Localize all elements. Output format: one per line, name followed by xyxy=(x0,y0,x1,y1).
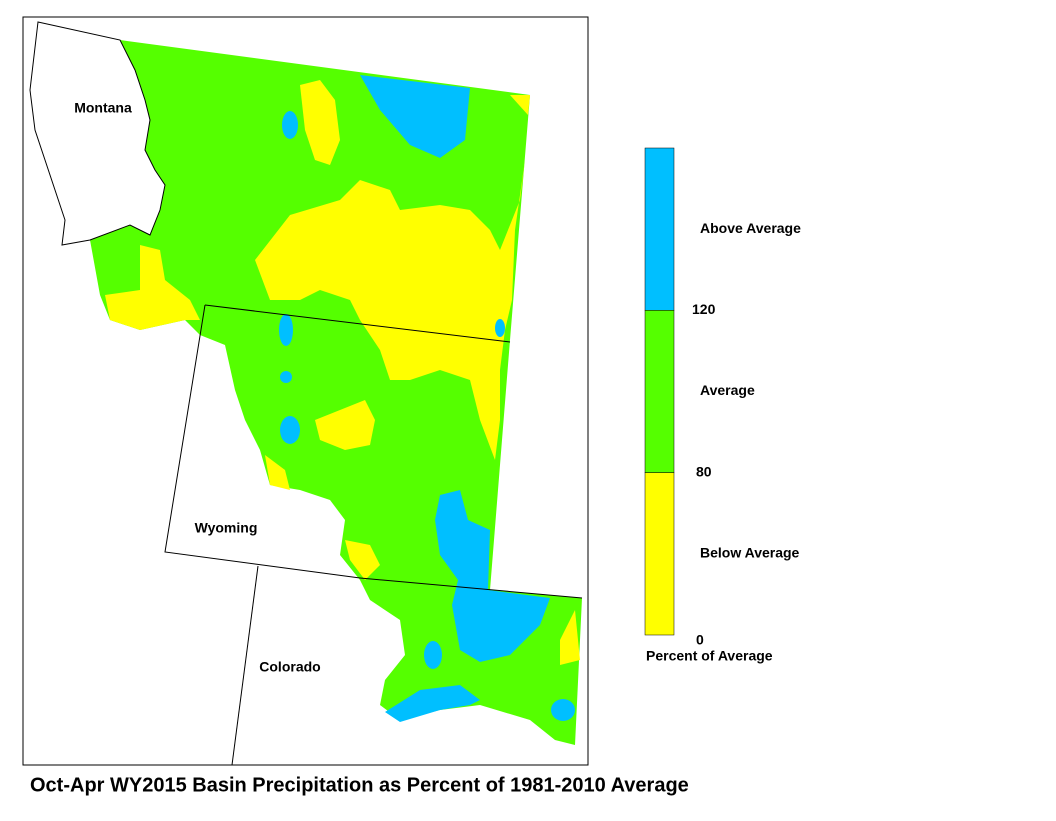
wyoming-border xyxy=(164,304,361,579)
state-borders xyxy=(29,21,583,766)
yellow-area xyxy=(255,160,525,460)
legend: Above Average Average Below Average 120 80 0 xyxy=(644,147,801,648)
map-body xyxy=(90,40,582,745)
blue-area xyxy=(424,641,442,669)
legend-swatch xyxy=(644,472,675,636)
yellow-area xyxy=(315,400,375,450)
blue-area xyxy=(360,75,470,158)
blue-area xyxy=(435,490,550,662)
yellow-area xyxy=(510,95,530,115)
legend-swatch xyxy=(644,310,675,473)
colorado-border xyxy=(359,577,583,599)
legend-label: Above Average xyxy=(700,220,801,236)
state-label: Montana xyxy=(74,100,132,116)
map-title: Oct-Apr WY2015 Basin Precipitation as Pe… xyxy=(30,774,689,796)
legend-break: 80 xyxy=(696,463,712,479)
below-average-areas xyxy=(105,80,580,665)
blue-area xyxy=(279,314,293,346)
montana-border xyxy=(29,21,166,246)
blue-area xyxy=(280,371,292,383)
yellow-area xyxy=(265,455,290,490)
blue-area xyxy=(282,111,298,139)
blue-area xyxy=(551,699,575,721)
state-line xyxy=(204,304,511,343)
legend-break: 120 xyxy=(692,301,716,317)
legend-break: 0 xyxy=(696,632,704,648)
colorado-border xyxy=(231,565,259,766)
legend-swatch xyxy=(644,147,675,311)
yellow-area xyxy=(345,540,380,580)
yellow-area xyxy=(105,245,200,330)
legend-label: Average xyxy=(700,382,755,398)
state-label: Colorado xyxy=(259,659,320,675)
blue-area xyxy=(495,319,505,337)
legend-title: Percent of Average xyxy=(646,648,773,664)
yellow-area xyxy=(300,80,340,165)
blue-area xyxy=(385,685,480,722)
state-label: Wyoming xyxy=(195,520,258,536)
yellow-area xyxy=(560,610,580,665)
above-average-areas xyxy=(279,75,575,722)
blue-area xyxy=(280,416,300,444)
legend-label: Below Average xyxy=(700,545,800,561)
